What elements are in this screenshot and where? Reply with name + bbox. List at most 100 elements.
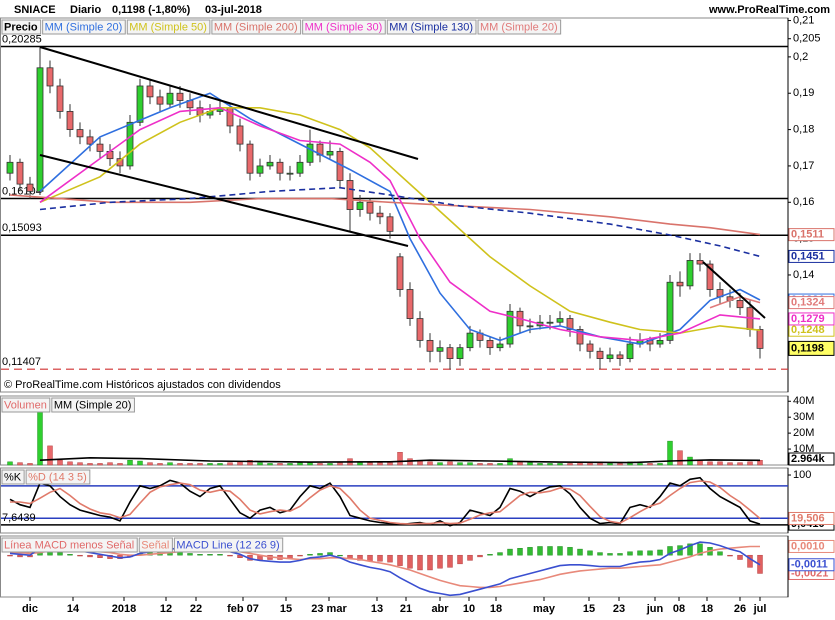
- x-tick-label: abr: [431, 603, 449, 615]
- x-tick-label: jul: [753, 603, 767, 615]
- y-tick-label: 0,16: [793, 196, 814, 208]
- bar: [377, 462, 383, 466]
- candle-body: [176, 92, 184, 101]
- candle-body: [56, 85, 64, 112]
- last-value-label: 0,1451: [791, 250, 825, 262]
- y-tick-label: 0,14: [793, 269, 814, 281]
- bar: [287, 463, 293, 466]
- legend-box: [51, 397, 135, 413]
- bar: [267, 463, 273, 466]
- legend-entry: %D (14 3 5): [28, 471, 87, 483]
- bar: [467, 462, 473, 466]
- bar: [477, 554, 483, 558]
- legend-entry: Precio: [4, 21, 38, 33]
- series-line: [10, 480, 761, 525]
- bar: [717, 461, 723, 466]
- bar: [527, 547, 533, 556]
- bar: [737, 554, 743, 560]
- legend-box: [302, 19, 386, 35]
- bar: [557, 546, 563, 556]
- candle-body: [386, 216, 394, 232]
- candle-body: [486, 339, 494, 349]
- candle-body: [76, 129, 84, 138]
- bar: [617, 463, 623, 466]
- last-value-box: [788, 452, 835, 466]
- bar: [277, 463, 283, 466]
- bar: [717, 551, 723, 556]
- bar: [297, 554, 303, 557]
- last-value-label: 0,1279: [791, 313, 825, 325]
- bar: [57, 460, 63, 466]
- trend-line: [39, 154, 409, 247]
- bar: [487, 463, 493, 466]
- bar: [97, 463, 103, 466]
- bar: [47, 445, 53, 466]
- legend-entry: MM (Simple 20): [54, 399, 132, 411]
- bar: [437, 554, 443, 569]
- bar: [7, 554, 13, 557]
- bar: [427, 461, 433, 466]
- y-tick-label: 10M: [793, 443, 814, 455]
- bar: [727, 462, 733, 466]
- candle-body: [156, 96, 164, 105]
- candle-body: [36, 67, 44, 192]
- last-value-label: 0,1198: [791, 342, 824, 354]
- candle-body: [6, 161, 14, 174]
- bar: [407, 554, 413, 569]
- last-value-box: [788, 228, 835, 242]
- period: Diario: [70, 4, 101, 16]
- bar: [537, 546, 543, 556]
- x-tick-label: 23 mar: [311, 603, 347, 615]
- x-tick-label: 13: [371, 603, 383, 615]
- legend-box: [138, 537, 173, 553]
- last-value-box: [788, 539, 835, 553]
- bar: [417, 554, 423, 571]
- candle-body: [626, 343, 634, 359]
- bar: [657, 549, 663, 556]
- bar: [497, 552, 503, 556]
- legend-entry: MM (Simple 200): [214, 21, 298, 33]
- candle-body: [26, 183, 34, 192]
- last-value-box: [788, 249, 835, 263]
- x-tick-label: 10: [463, 603, 475, 615]
- x-tick-label: 2018: [112, 603, 136, 615]
- candle-body: [566, 318, 574, 330]
- bar: [457, 462, 463, 466]
- y-tick-label: 0,21: [793, 14, 814, 26]
- x-tick-label: 18: [490, 603, 502, 615]
- bar: [257, 462, 263, 466]
- bar: [437, 462, 443, 466]
- x-tick-label: 26: [734, 603, 746, 615]
- candle-body: [406, 289, 414, 319]
- legend-box: [477, 19, 562, 35]
- candle-body: [696, 260, 704, 265]
- bar: [167, 462, 173, 466]
- bar: [687, 543, 693, 556]
- bar: [567, 463, 573, 466]
- candle-body: [686, 260, 694, 287]
- candle-body: [656, 339, 664, 345]
- bar: [447, 461, 453, 466]
- x-tick-label: 21: [400, 603, 412, 615]
- series-line: [9, 541, 761, 597]
- bar: [587, 550, 593, 556]
- last-value-label: 19,506: [791, 512, 825, 524]
- x-tick-label: 08: [673, 603, 685, 615]
- x-tick-label: 22: [190, 603, 202, 615]
- candle-body: [16, 161, 24, 185]
- bar: [157, 463, 163, 466]
- legend-box: [173, 537, 284, 553]
- candle-body: [576, 329, 584, 345]
- bar: [377, 554, 383, 562]
- candle-body: [706, 263, 714, 290]
- bar: [737, 462, 743, 466]
- legend-box: [126, 19, 211, 35]
- bar: [97, 554, 103, 558]
- bar: [187, 463, 193, 466]
- candle-body: [126, 121, 134, 167]
- candle-body: [666, 281, 674, 341]
- last-value-label: 0,1324: [791, 296, 826, 308]
- last-value-box: [788, 340, 835, 356]
